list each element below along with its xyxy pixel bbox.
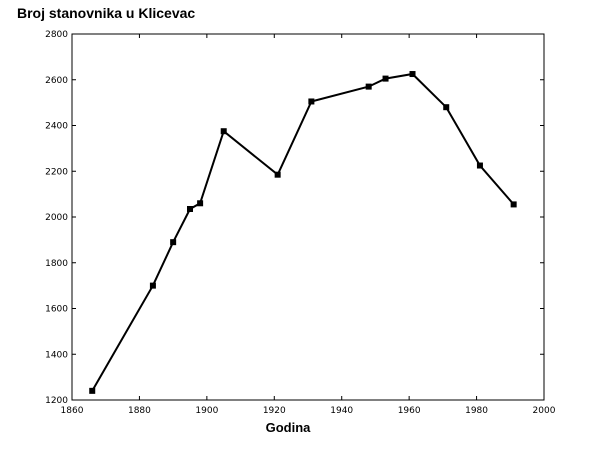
chart-title: Broj stanovnika u Klicevac bbox=[17, 5, 196, 21]
y-tick-label: 2200 bbox=[45, 167, 68, 177]
x-tick-label: 1940 bbox=[330, 406, 353, 416]
y-tick-label: 1800 bbox=[45, 259, 68, 269]
data-point bbox=[476, 162, 483, 169]
y-tick-label: 1600 bbox=[45, 305, 68, 315]
x-tick-label: 2000 bbox=[533, 406, 556, 416]
data-point bbox=[220, 128, 227, 135]
x-tick-label: 1900 bbox=[195, 406, 218, 416]
y-tick-label: 2800 bbox=[45, 30, 68, 40]
y-tick-label: 1400 bbox=[45, 350, 68, 360]
y-tick-label: 1200 bbox=[45, 396, 68, 406]
x-axis-label: Godina bbox=[266, 420, 312, 435]
data-point bbox=[308, 98, 315, 105]
x-tick-label: 1860 bbox=[61, 406, 84, 416]
x-axis: 1860 1880 1900 1920 1940 1960 1980 2000 bbox=[61, 34, 556, 416]
data-point bbox=[443, 104, 450, 111]
plot-area-frame bbox=[71, 33, 545, 401]
data-point bbox=[510, 201, 517, 208]
x-tick-label: 1880 bbox=[128, 406, 151, 416]
y-tick-label: 2400 bbox=[45, 122, 68, 132]
x-tick-label: 1980 bbox=[465, 406, 488, 416]
data-point bbox=[365, 83, 372, 90]
data-point bbox=[187, 205, 193, 212]
data-point bbox=[89, 387, 96, 394]
x-tick-label: 1960 bbox=[398, 406, 421, 416]
data-point bbox=[409, 71, 416, 78]
data-point bbox=[170, 239, 177, 246]
data-point bbox=[382, 75, 389, 82]
y-tick-label: 2000 bbox=[45, 213, 68, 223]
data-point bbox=[274, 171, 281, 178]
data-point bbox=[197, 200, 204, 207]
y-tick-label: 2600 bbox=[45, 76, 68, 86]
data-series bbox=[89, 71, 517, 394]
x-tick-label: 1920 bbox=[263, 406, 286, 416]
data-point bbox=[149, 282, 156, 289]
y-axis: 1200 1400 1600 1800 2000 2200 2400 2600 2800 bbox=[45, 30, 544, 406]
series-line bbox=[91, 72, 515, 392]
